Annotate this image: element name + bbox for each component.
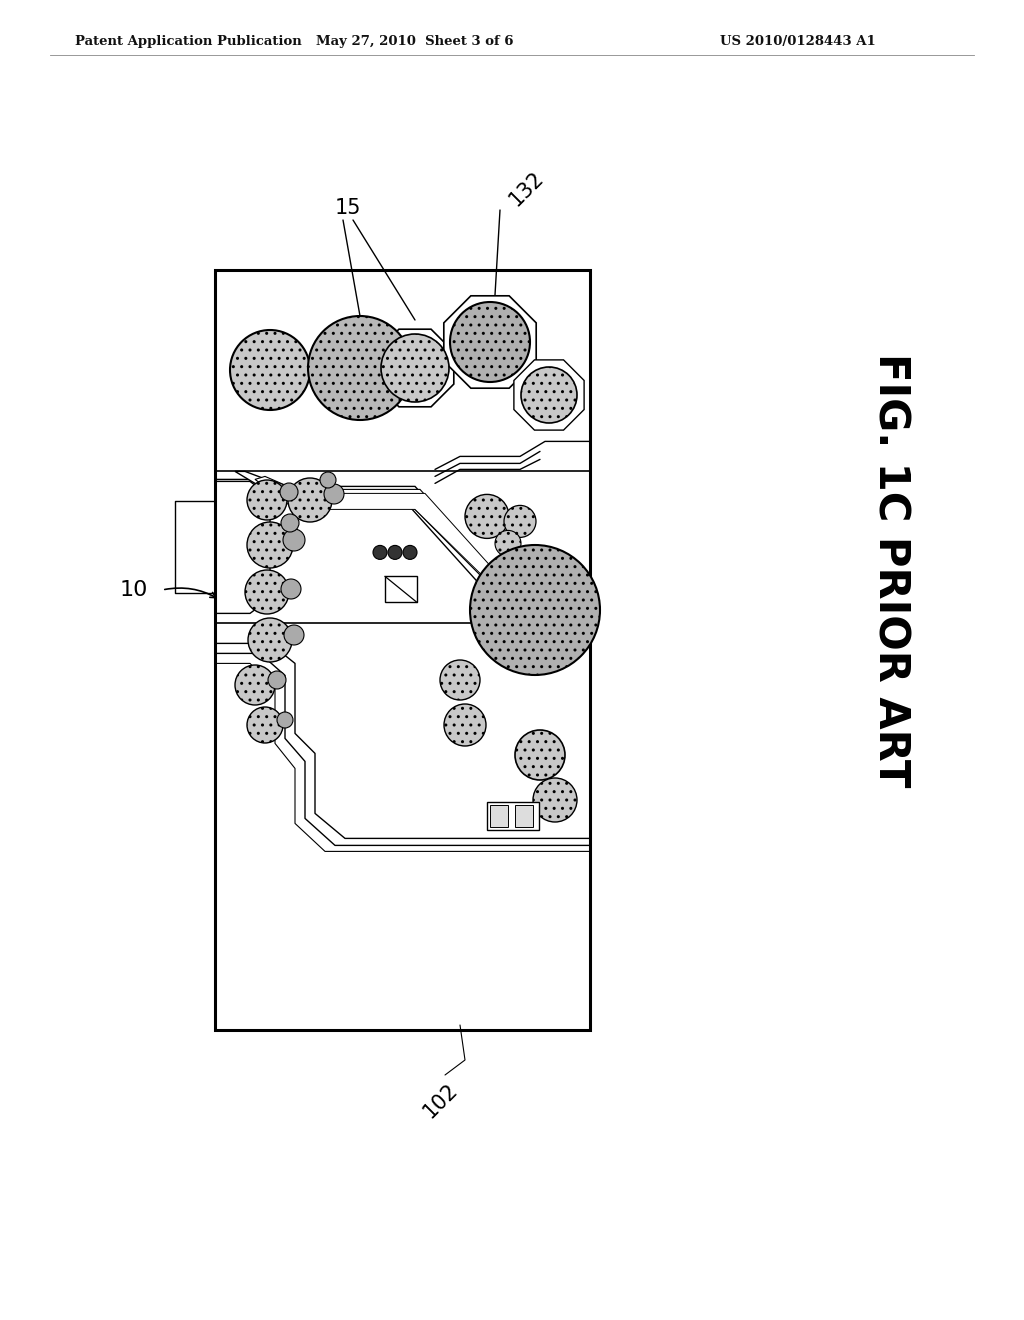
Text: 10: 10 [120, 579, 148, 601]
Circle shape [388, 545, 402, 560]
Circle shape [504, 506, 536, 537]
Polygon shape [443, 296, 537, 388]
Text: US 2010/0128443 A1: US 2010/0128443 A1 [720, 36, 876, 49]
Circle shape [278, 711, 293, 729]
Circle shape [288, 478, 332, 521]
Circle shape [281, 579, 301, 599]
Polygon shape [255, 477, 590, 618]
Bar [515, 805, 534, 828]
Text: 102: 102 [419, 1080, 461, 1122]
Text: 15: 15 [335, 198, 361, 218]
Circle shape [465, 495, 509, 539]
Circle shape [324, 484, 344, 504]
Circle shape [280, 483, 298, 502]
Text: May 27, 2010  Sheet 3 of 6: May 27, 2010 Sheet 3 of 6 [316, 36, 514, 49]
Circle shape [230, 330, 310, 411]
Circle shape [308, 315, 412, 420]
Circle shape [515, 730, 565, 780]
Circle shape [319, 473, 336, 488]
Circle shape [245, 570, 289, 614]
Circle shape [403, 545, 417, 560]
Text: Patent Application Publication: Patent Application Publication [75, 36, 302, 49]
Circle shape [283, 529, 305, 550]
Text: FIG. 1C PRIOR ART: FIG. 1C PRIOR ART [869, 352, 911, 787]
Circle shape [521, 367, 577, 422]
Bar [215, 271, 590, 1030]
Circle shape [440, 660, 480, 700]
Circle shape [534, 777, 577, 822]
Bar [385, 577, 417, 602]
Bar [490, 805, 508, 828]
Circle shape [495, 531, 521, 557]
Polygon shape [514, 360, 584, 430]
Circle shape [247, 480, 287, 520]
Circle shape [234, 665, 275, 705]
Circle shape [444, 704, 486, 746]
Polygon shape [234, 471, 590, 623]
Circle shape [381, 334, 449, 403]
Bar [487, 803, 539, 830]
Circle shape [284, 624, 304, 645]
Circle shape [268, 671, 286, 689]
Polygon shape [263, 482, 590, 623]
Circle shape [450, 302, 530, 381]
Circle shape [281, 513, 299, 532]
Polygon shape [376, 329, 454, 407]
Circle shape [470, 545, 600, 675]
Text: 132: 132 [505, 168, 547, 210]
Circle shape [373, 545, 387, 560]
Circle shape [247, 521, 293, 568]
Circle shape [248, 618, 292, 663]
Circle shape [247, 708, 283, 743]
